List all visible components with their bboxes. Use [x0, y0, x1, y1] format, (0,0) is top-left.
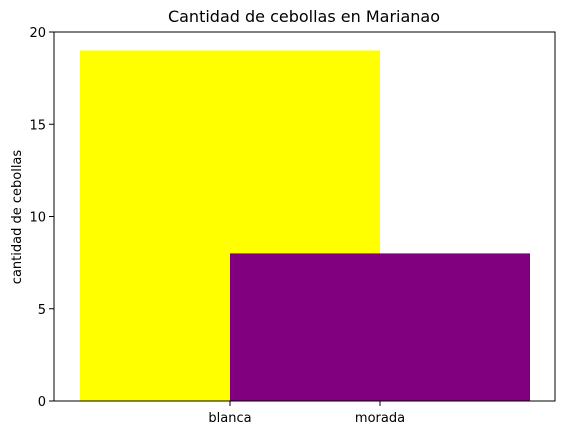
y-tick-label: 10 [29, 211, 46, 226]
y-tick-label: 0 [38, 395, 46, 410]
bar-morada [230, 253, 530, 401]
y-axis-label: cantidad de cebollas [10, 150, 25, 285]
chart-title: Cantidad de cebollas en Marianao [168, 7, 440, 26]
x-tick-label: blanca [208, 411, 251, 426]
bars-group [80, 50, 530, 401]
x-tick-label: morada [355, 411, 405, 426]
y-tick-label: 5 [38, 303, 46, 318]
y-tick-label: 20 [29, 26, 46, 41]
y-tick-label: 15 [29, 118, 46, 133]
y-axis-ticks: 0 5 10 15 20 [29, 26, 54, 410]
x-axis-ticks: blanca morada [208, 401, 405, 426]
